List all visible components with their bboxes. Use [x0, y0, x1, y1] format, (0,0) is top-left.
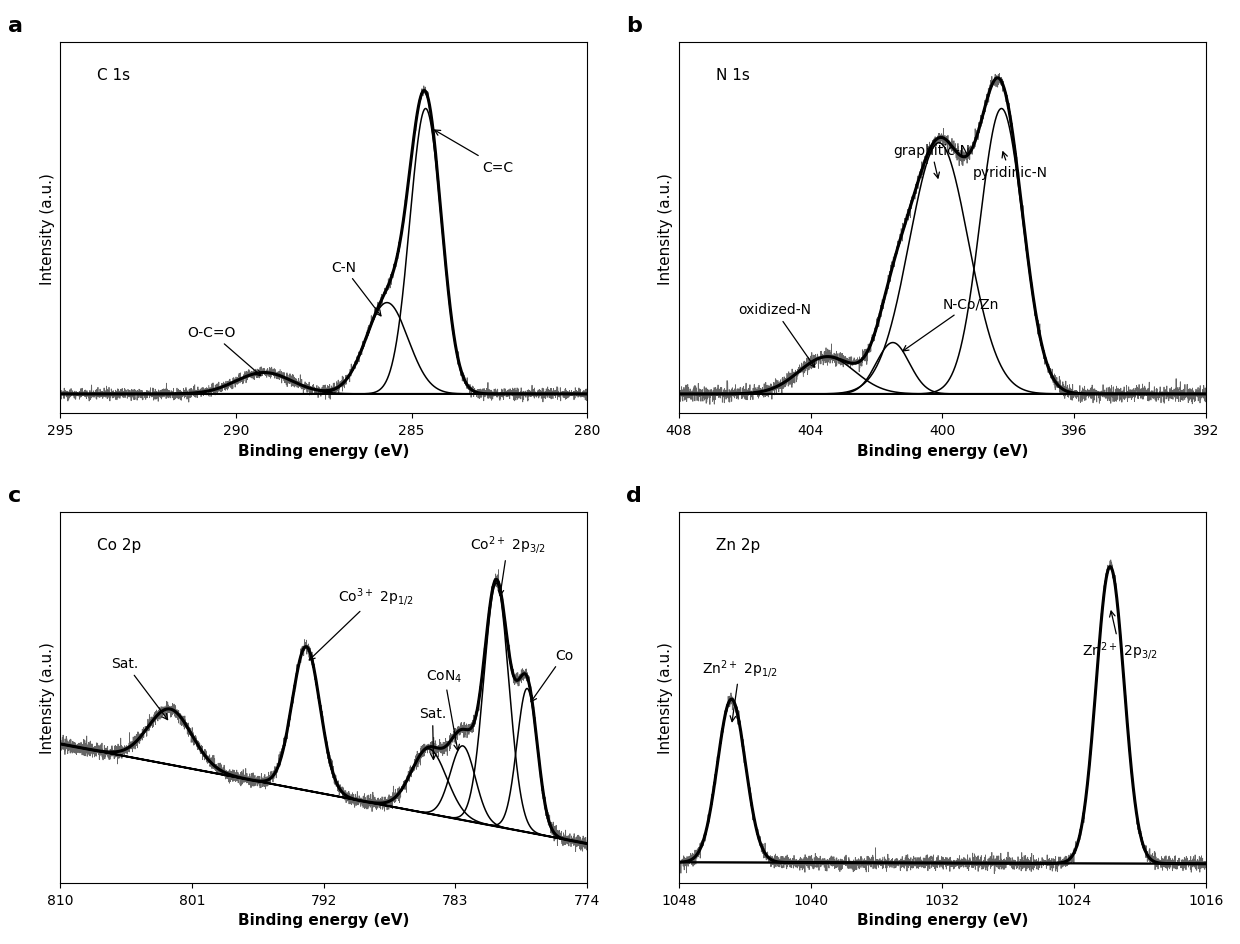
X-axis label: Binding energy (eV): Binding energy (eV): [857, 912, 1028, 927]
Text: C=C: C=C: [434, 131, 513, 175]
Text: Co 2p: Co 2p: [97, 537, 141, 552]
Text: a: a: [7, 16, 22, 36]
Y-axis label: Intensity (a.u.): Intensity (a.u.): [658, 173, 673, 284]
Text: b: b: [626, 16, 642, 36]
Text: $\mathregular{Zn^{2+}\ 2p_{3/2}}$: $\mathregular{Zn^{2+}\ 2p_{3/2}}$: [1083, 612, 1158, 661]
Y-axis label: Intensity (a.u.): Intensity (a.u.): [658, 642, 673, 753]
Text: Co: Co: [531, 648, 573, 701]
X-axis label: Binding energy (eV): Binding energy (eV): [238, 912, 409, 927]
Text: Sat.: Sat.: [112, 657, 167, 720]
Text: $\mathregular{Co^{2+}\ 2p_{3/2}}$: $\mathregular{Co^{2+}\ 2p_{3/2}}$: [470, 534, 546, 596]
Y-axis label: Intensity (a.u.): Intensity (a.u.): [40, 642, 55, 753]
Y-axis label: Intensity (a.u.): Intensity (a.u.): [40, 173, 55, 284]
Text: Sat.: Sat.: [419, 706, 446, 760]
Text: graphitic-N: graphitic-N: [893, 143, 970, 178]
Text: C-N: C-N: [331, 261, 381, 316]
Text: Zn 2p: Zn 2p: [715, 537, 760, 552]
Text: C 1s: C 1s: [97, 68, 130, 83]
Text: oxidized-N: oxidized-N: [738, 303, 815, 368]
Text: $\mathregular{Zn^{2+}\ 2p_{1/2}}$: $\mathregular{Zn^{2+}\ 2p_{1/2}}$: [702, 657, 777, 722]
Text: $\mathregular{Co^{3+}\ 2p_{1/2}}$: $\mathregular{Co^{3+}\ 2p_{1/2}}$: [309, 585, 414, 660]
Text: CoN$_4$: CoN$_4$: [427, 668, 463, 750]
Text: N 1s: N 1s: [715, 68, 749, 83]
Text: N-Co/Zn: N-Co/Zn: [903, 297, 998, 351]
X-axis label: Binding energy (eV): Binding energy (eV): [238, 443, 409, 458]
Text: c: c: [7, 485, 21, 505]
Text: d: d: [626, 485, 642, 505]
X-axis label: Binding energy (eV): Binding energy (eV): [857, 443, 1028, 458]
Text: O-C=O: O-C=O: [187, 326, 260, 377]
Text: pyridinic-N: pyridinic-N: [972, 153, 1048, 180]
